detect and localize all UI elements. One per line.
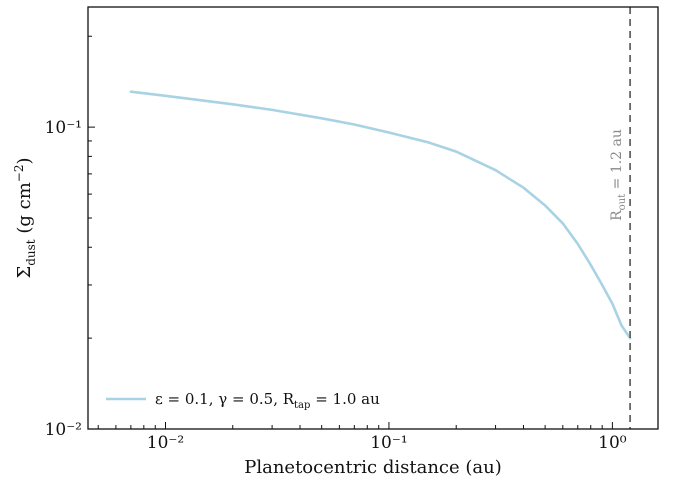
legend-label: ε = 0.1, γ = 0.5, Rtap = 1.0 au <box>155 390 380 411</box>
y-axis-label: Σdust (g cm−2) <box>12 158 38 279</box>
y-tick-label: 10⁻² <box>45 420 82 440</box>
x-tick-label: 10⁰ <box>598 433 627 453</box>
r-out-annotation: Rout = 1.2 au <box>609 129 628 221</box>
x-tick-label: 10⁻¹ <box>370 433 407 453</box>
y-tick-label: 10⁻¹ <box>45 118 82 138</box>
ticks-layer: 10⁻² 10⁻¹ 10⁰ 10⁻² 10⁻¹ <box>45 35 627 453</box>
x-tick-label: 10⁻² <box>147 433 184 453</box>
x-axis-label: Planetocentric distance (au) <box>244 457 502 478</box>
series-line <box>129 90 632 340</box>
axes-frame <box>87 6 659 430</box>
legend: ε = 0.1, γ = 0.5, Rtap = 1.0 au <box>106 390 380 411</box>
